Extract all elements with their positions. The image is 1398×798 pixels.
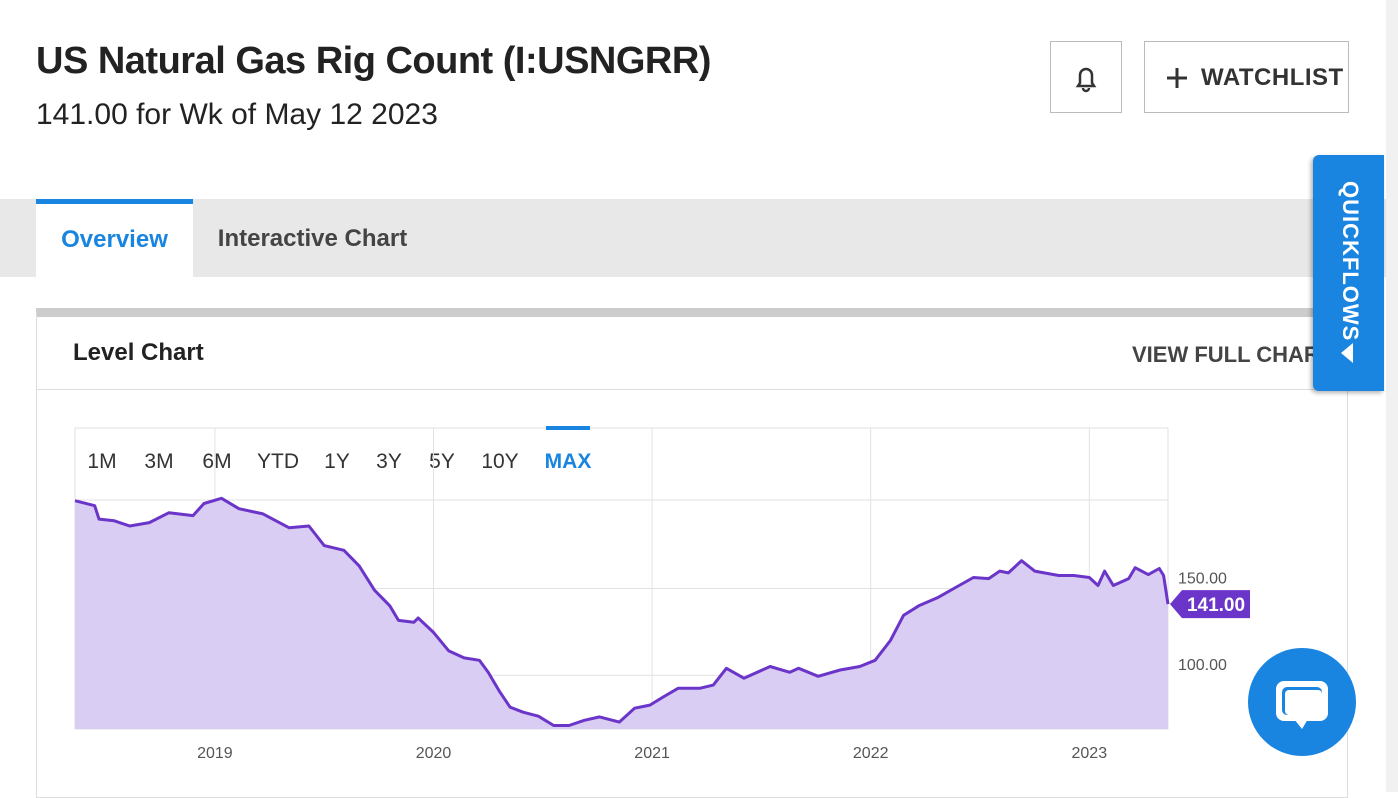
- alert-button[interactable]: [1050, 41, 1122, 113]
- range-button[interactable]: MAX: [545, 450, 592, 473]
- line: [74, 496, 1170, 727]
- range-active-bar: [546, 426, 590, 430]
- panel-title: Level Chart: [73, 339, 204, 366]
- page-subtitle: 141.00 for Wk of May 12 2023: [36, 98, 438, 131]
- x-tick-label: 2020: [416, 745, 452, 762]
- quickflows-tab[interactable]: QUICKFLOWS: [1313, 155, 1384, 391]
- range-button[interactable]: 6M: [202, 450, 231, 473]
- quickflows-label: QUICKFLOWS: [1338, 181, 1363, 342]
- range-button[interactable]: 1M: [87, 450, 116, 473]
- range-button[interactable]: 1Y: [324, 450, 350, 473]
- arrow-icon: [1341, 343, 1353, 363]
- range-button[interactable]: 5Y: [429, 450, 455, 473]
- last-value-badge: [1170, 590, 1250, 619]
- range-button[interactable]: 10Y: [481, 450, 518, 473]
- range-button[interactable]: 3M: [144, 450, 173, 473]
- plus-icon: [1167, 68, 1187, 88]
- chat-button[interactable]: [1246, 647, 1358, 759]
- last-value-label: 141.00: [1187, 595, 1245, 616]
- tab[interactable]: Overview: [36, 199, 193, 277]
- x-tick-label: 2021: [634, 745, 670, 762]
- y-tick-label: 150.00: [1178, 570, 1227, 587]
- page-title: US Natural Gas Rig Count (I:USNGRR): [36, 40, 711, 82]
- scrollbar[interactable]: [1386, 0, 1398, 792]
- watchlist-label: WATCHLIST: [1201, 64, 1344, 91]
- x-tick-label: 2023: [1072, 745, 1108, 762]
- x-tick-label: 2019: [197, 745, 233, 762]
- x-tick-label: 2022: [853, 745, 889, 762]
- watchlist-button[interactable]: WATCHLIST: [1144, 41, 1349, 113]
- bell-icon: [1075, 67, 1097, 93]
- divider: [37, 389, 1347, 390]
- range-button[interactable]: 3Y: [376, 450, 402, 473]
- y-tick-label: 100.00: [1178, 657, 1227, 674]
- view-full-chart-link[interactable]: VIEW FULL CHART: [1132, 342, 1334, 367]
- tab-bar: [0, 199, 1398, 277]
- tab[interactable]: Interactive Chart: [217, 225, 408, 252]
- range-button[interactable]: YTD: [257, 450, 299, 473]
